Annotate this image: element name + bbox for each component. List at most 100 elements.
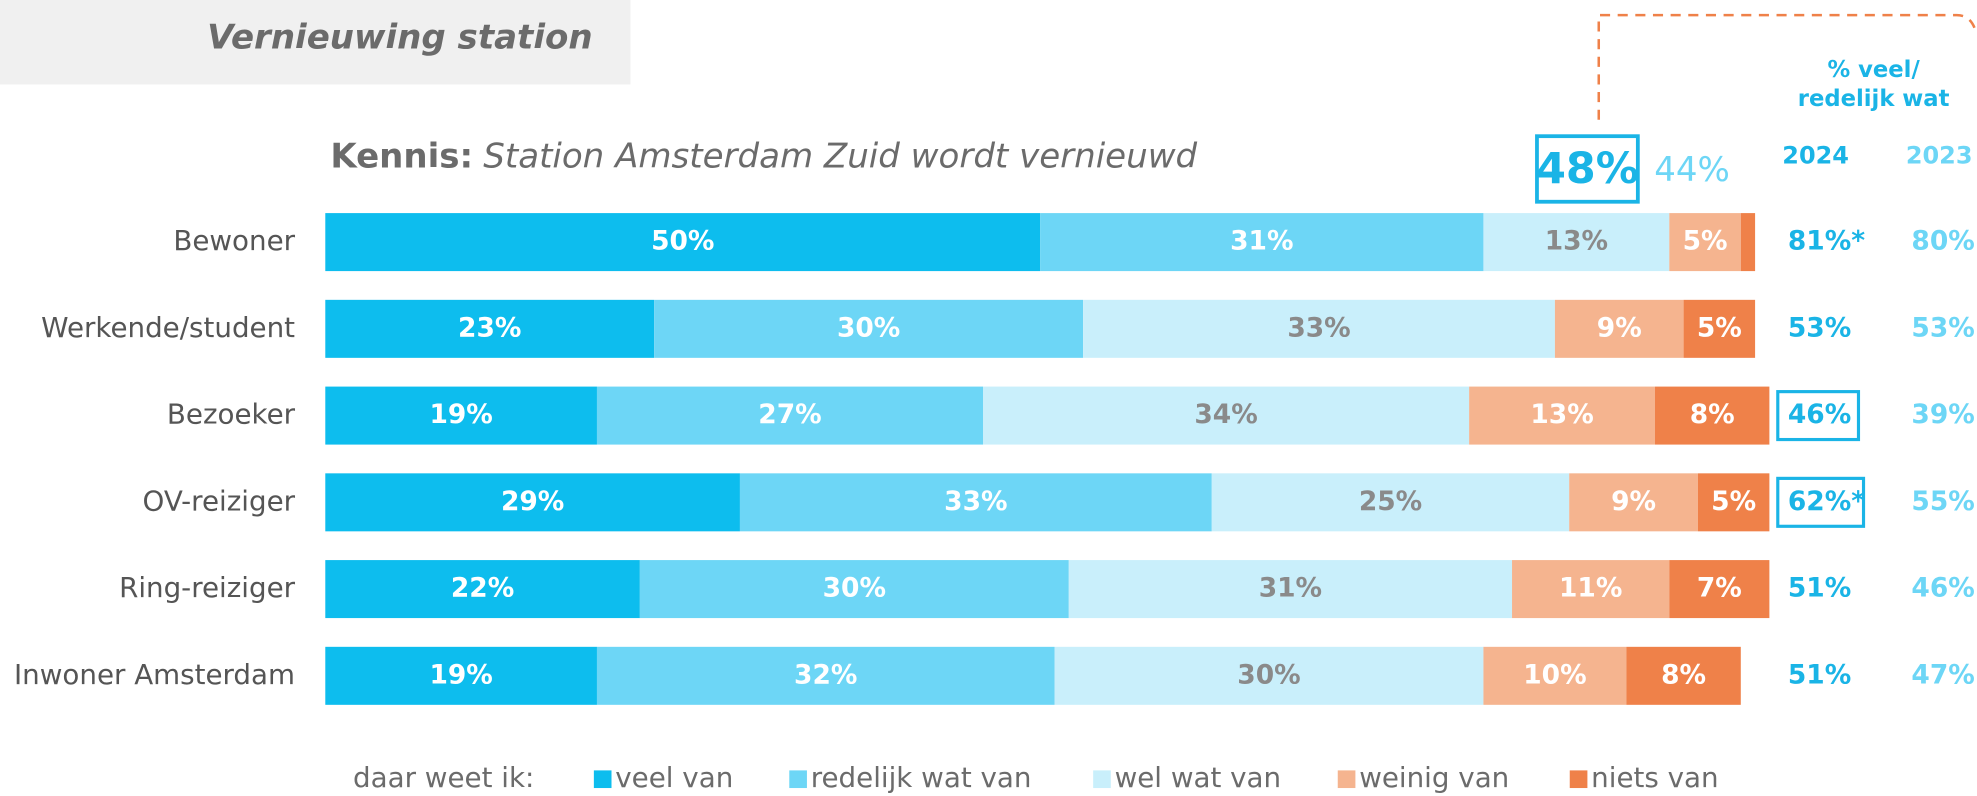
segment-label: 19% [429,399,492,430]
segment-label: 50% [651,226,714,257]
summary-value: 39% [1911,399,1974,430]
bar-segment [596,646,1055,705]
bar-segment [1669,560,1770,619]
segment-label: 5% [1697,312,1742,343]
segment-label: 13% [1545,226,1608,257]
bar-segment [654,299,1084,358]
title-emphasis: Station Amsterdam Zuid wordt vernieuwd [483,136,1197,176]
summary-value: 81%* [1788,226,1865,257]
summary-value: 47% [1911,659,1974,690]
bar-segment [325,213,1041,272]
bar-segment [983,386,1470,445]
segment-label: 23% [458,312,521,343]
segment-label: 22% [451,573,514,604]
segment-label: 32% [794,659,857,690]
category-label: Bezoeker [167,398,296,431]
bar-segment [1068,560,1513,619]
category-label: Bewoner [173,224,295,257]
legend-prefix: daar weet ik: [353,761,534,794]
segment-label: 5% [1711,486,1756,517]
segment-label: 8% [1661,659,1706,690]
bar-segment [1512,560,1670,619]
category-label: OV-reiziger [143,484,296,517]
segment-label: 9% [1597,312,1642,343]
segment-label: 7% [1697,573,1742,604]
segment-label: 19% [429,659,492,690]
category-label: Werkende/student [41,311,295,344]
segment-label: 31% [1259,573,1322,604]
segment-label: 33% [944,486,1007,517]
segment-label: 29% [501,486,564,517]
summary-header: % veel/ [1827,57,1920,83]
category-label: Inwoner Amsterdam [14,658,295,691]
segment-label: 30% [823,573,886,604]
segment-label: 10% [1523,659,1586,690]
legend-swatch [1569,770,1588,789]
legend-label: redelijk wat van [811,761,1032,794]
summary-box [1776,390,1861,442]
bar-segment [639,560,1069,619]
bar-segment [1569,473,1698,532]
bar-segment [1211,473,1570,532]
summary-value: 62%* [1788,486,1865,517]
bar-segment [596,386,984,445]
segment-label: 13% [1530,399,1593,430]
bar-segment [739,473,1212,532]
bar-segment [325,646,597,705]
summary-value: 46% [1788,399,1851,430]
segment-label: 5% [1683,226,1728,257]
summary-value: 51% [1788,659,1851,690]
bar-segment [325,299,655,358]
segment-label: 30% [837,312,900,343]
bar-segment [1083,299,1555,358]
bar-segment [1483,213,1670,272]
legend-swatch [593,770,612,789]
dashed-connector [1597,13,1976,120]
title-prefix: Kennis: [330,136,473,176]
segment-label: 31% [1230,226,1293,257]
bar-segment [1697,473,1770,532]
bar-segment [1469,386,1656,445]
legend-swatch [1337,770,1356,789]
chart-title: Kennis: Station Amsterdam Zuid wordt vern… [330,136,1197,176]
segment-label: 34% [1194,399,1257,430]
legend-label: niets van [1591,761,1718,794]
legend-swatch [789,770,807,789]
segment-label: 8% [1690,399,1735,430]
bar-segment [1626,646,1741,705]
total-label: 44% [1654,150,1730,190]
summary-year: 2023 [1906,141,1973,169]
section-header-bg [0,0,631,85]
summary-value: 55% [1911,486,1974,517]
bar-segment [325,560,640,619]
segment-label: 11% [1559,573,1622,604]
section-title: Vernieuwing station [207,18,592,58]
bar-segment [325,473,740,532]
summary-box [1776,476,1866,528]
segment-label: 9% [1611,486,1656,517]
total-box [1535,134,1640,204]
summary-value: 53% [1788,312,1851,343]
segment-label: 27% [758,399,821,430]
legend-label: wel wat van [1115,761,1282,794]
legend-label: veel van [615,761,733,794]
summary-value: 46% [1911,573,1974,604]
bar-segment [1483,646,1627,705]
summary-value: 51% [1788,573,1851,604]
category-label: Ring-reiziger [119,571,296,604]
segment-label: 33% [1287,312,1350,343]
bar-segment [1040,213,1484,272]
segment-label: 25% [1359,486,1422,517]
legend-swatch [1093,770,1111,789]
summary-header: redelijk wat [1798,86,1950,112]
summary-value: 80% [1911,226,1974,257]
summary-year: 2024 [1782,141,1849,169]
legend-label: weinig van [1359,761,1509,794]
segment-label: 30% [1237,659,1300,690]
bar-segment [1655,386,1770,445]
bar-segment [1669,213,1741,272]
summary-value: 53% [1911,312,1974,343]
bar-segment [1554,299,1684,358]
